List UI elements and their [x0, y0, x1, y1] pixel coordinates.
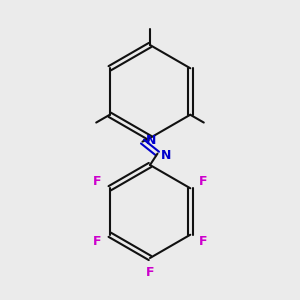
Text: F: F — [199, 236, 207, 248]
Text: N: N — [161, 148, 172, 162]
Text: F: F — [93, 236, 101, 248]
Text: F: F — [146, 266, 154, 279]
Text: F: F — [93, 175, 101, 188]
Text: N: N — [146, 134, 157, 147]
Text: F: F — [199, 175, 207, 188]
